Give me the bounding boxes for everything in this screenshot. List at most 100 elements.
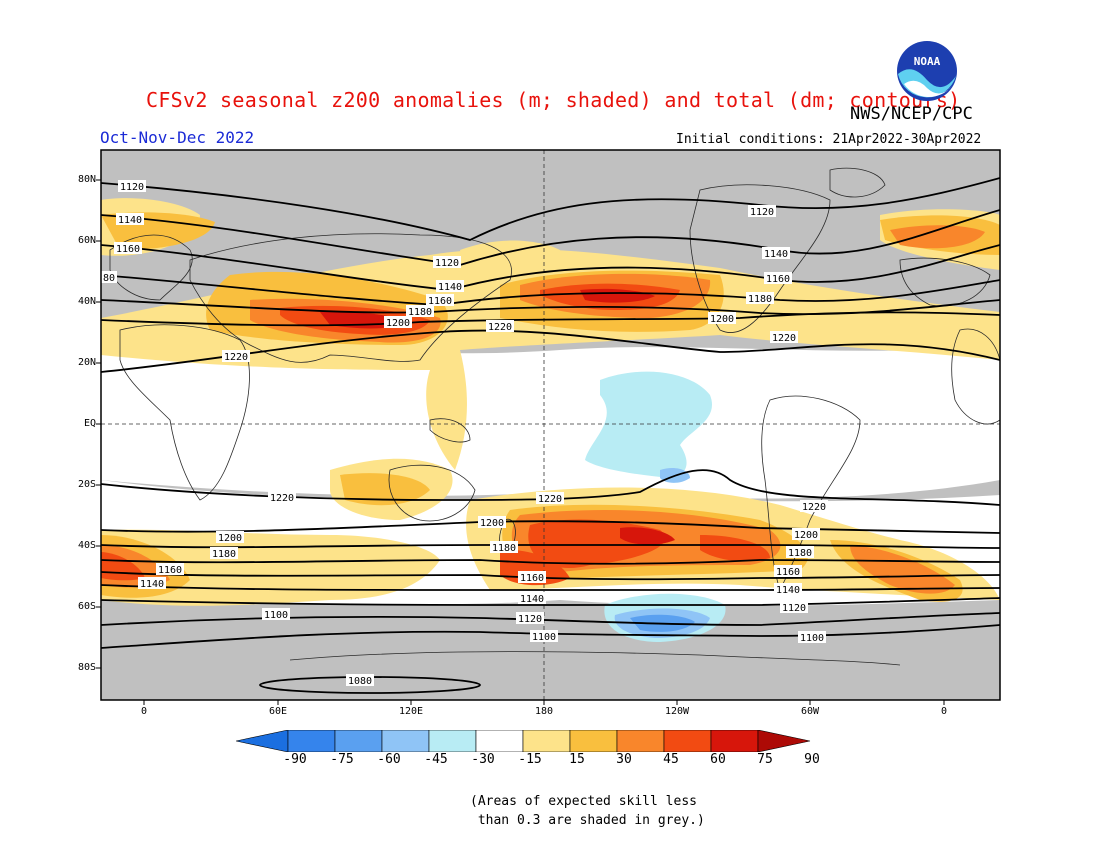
contour-label: 80: [101, 271, 117, 284]
initial-conditions: Initial conditions: 21Apr2022-30Apr2022: [676, 132, 982, 147]
colorbar-swatch: [710, 730, 759, 752]
contour-label: 1180: [210, 547, 238, 560]
svg-text:1200: 1200: [480, 518, 504, 529]
svg-text:1220: 1220: [538, 494, 562, 505]
lon-label: 0: [940, 706, 948, 717]
svg-text:1140: 1140: [764, 249, 788, 260]
lat-label: 80N: [77, 174, 96, 185]
contour-label: 1180: [786, 546, 814, 559]
colorbar-swatch: [236, 730, 289, 752]
colorbar-tick-label: 30: [616, 752, 632, 767]
svg-text:1220: 1220: [488, 322, 512, 333]
contour-label: 1220: [800, 500, 828, 513]
skill-footnote: (Areas of expected skill less than 0.3 a…: [470, 794, 705, 828]
svg-text:1100: 1100: [800, 633, 824, 644]
contour-label-group: 1120 1120 1120 1140 1140 1140 1160 1160 …: [101, 180, 828, 687]
svg-text:1140: 1140: [118, 215, 142, 226]
colorbar-tick-label: -60: [377, 752, 401, 767]
svg-text:1180: 1180: [788, 548, 812, 559]
contour-label: 1160: [156, 563, 184, 576]
svg-text:1180: 1180: [408, 307, 432, 318]
colorbar-swatch: [334, 730, 383, 752]
map-frame: [100, 149, 1001, 701]
svg-text:1220: 1220: [270, 493, 294, 504]
contour-label: 1140: [518, 592, 546, 605]
logo-text: NOAA: [914, 55, 941, 68]
svg-text:1160: 1160: [158, 565, 182, 576]
colorbar-swatch: [475, 730, 524, 752]
svg-text:1120: 1120: [120, 182, 144, 193]
lon-label: 180: [534, 706, 554, 717]
svg-text:1140: 1140: [140, 579, 164, 590]
contour-label: 1120: [780, 601, 808, 614]
contour-label: 1160: [764, 272, 792, 285]
colorbar-swatch: [287, 730, 336, 752]
contour-label: 1100: [798, 631, 826, 644]
contour-label: 1160: [114, 242, 142, 255]
agency-label: NWS/NCEP/CPC: [850, 104, 973, 124]
colorbar-swatch: [522, 730, 571, 752]
axis-ticks: [96, 179, 945, 705]
contour-label: 1160: [518, 571, 546, 584]
svg-text:1120: 1120: [435, 258, 459, 269]
lon-label: 60E: [268, 706, 288, 717]
colorbar-swatch: [381, 730, 430, 752]
contour-label: 1220: [536, 492, 564, 505]
svg-text:1100: 1100: [264, 610, 288, 621]
svg-text:1100: 1100: [532, 632, 556, 643]
svg-text:1200: 1200: [794, 530, 818, 541]
contour-label: 1120: [748, 205, 776, 218]
svg-text:1120: 1120: [750, 207, 774, 218]
svg-text:1220: 1220: [224, 352, 248, 363]
coastlines: [109, 167, 1000, 666]
contour-label: 1160: [426, 294, 454, 307]
svg-text:1200: 1200: [218, 533, 242, 544]
contour-label: 1220: [268, 491, 296, 504]
svg-text:1180: 1180: [748, 294, 772, 305]
colorbar-tick-label: -75: [330, 752, 354, 767]
svg-text:1220: 1220: [772, 333, 796, 344]
lon-label: 120E: [398, 706, 424, 717]
svg-text:1220: 1220: [802, 502, 826, 513]
map-title: CFSv2 seasonal z200 anomalies (m; shaded…: [146, 88, 961, 112]
colorbar-tick-label: 75: [757, 752, 773, 767]
contour-label: 1180: [490, 541, 518, 554]
colorbar-tick-label: 45: [663, 752, 679, 767]
lat-label: 20S: [77, 479, 96, 490]
colorbar-swatch: [663, 730, 712, 752]
lat-label: 20N: [77, 357, 96, 368]
contour-label: 1080: [346, 674, 374, 687]
svg-text:1140: 1140: [520, 594, 544, 605]
svg-text:1140: 1140: [776, 585, 800, 596]
skill-band-tropics: [101, 335, 1000, 499]
contour-label: 1160: [774, 565, 802, 578]
forecast-period: Oct-Nov-Dec 2022: [100, 128, 255, 147]
contour-label: 1200: [384, 316, 412, 329]
contour-label: 1140: [116, 213, 144, 226]
svg-text:1200: 1200: [386, 318, 410, 329]
colorbar-swatch: [757, 730, 811, 752]
height-contours: [101, 177, 1000, 694]
svg-text:1120: 1120: [782, 603, 806, 614]
lat-label: EQ: [83, 418, 96, 429]
svg-text:80: 80: [103, 273, 115, 284]
svg-text:1140: 1140: [438, 282, 462, 293]
svg-text:1180: 1180: [492, 543, 516, 554]
contour-label: 1200: [708, 312, 736, 325]
lat-label: 40N: [77, 296, 96, 307]
contour-label: 1220: [486, 320, 514, 333]
contour-label: 1100: [530, 630, 558, 643]
svg-text:1120: 1120: [518, 614, 542, 625]
svg-text:1200: 1200: [710, 314, 734, 325]
colorbar-tick-label: -30: [471, 752, 495, 767]
colorbar-tick-label: -45: [424, 752, 448, 767]
contour-label: 1140: [436, 280, 464, 293]
lat-label: 60N: [77, 235, 96, 246]
svg-text:1160: 1160: [520, 573, 544, 584]
lon-label: 120W: [664, 706, 690, 717]
contour-label: 1200: [216, 531, 244, 544]
svg-text:1080: 1080: [348, 676, 372, 687]
lon-label: 60W: [800, 706, 820, 717]
contour-label: 1140: [138, 577, 166, 590]
lon-label: 0: [140, 706, 148, 717]
